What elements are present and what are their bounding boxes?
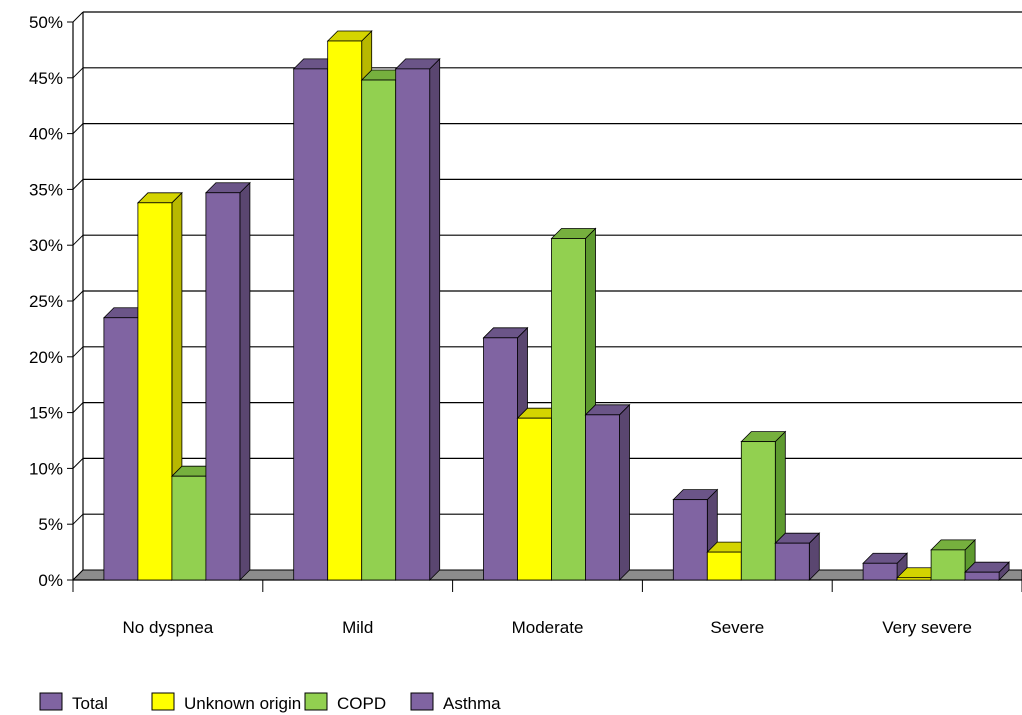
legend-swatch — [304, 692, 328, 711]
gridline-connector — [72, 346, 84, 358]
bar — [482, 326, 529, 581]
bars — [102, 30, 1011, 581]
bar-front — [896, 577, 932, 581]
y-tick-label: 20% — [29, 348, 63, 367]
bar-front — [964, 571, 1000, 581]
y-tick-label: 5% — [38, 515, 63, 534]
x-category-label: Severe — [710, 618, 764, 637]
legend-label: COPD — [337, 694, 386, 713]
bar — [584, 403, 631, 581]
bar — [774, 532, 821, 581]
legend-swatch — [39, 692, 63, 711]
y-tick-label: 45% — [29, 69, 63, 88]
y-tick-label: 40% — [29, 125, 63, 144]
gridline-connector — [72, 11, 84, 23]
bar-front — [361, 79, 397, 581]
bar-front — [293, 68, 329, 581]
bar-front — [517, 417, 552, 581]
bar-front — [395, 68, 431, 581]
bar-side — [429, 57, 441, 581]
y-tick-label: 50% — [29, 13, 63, 32]
legend-swatch — [410, 692, 434, 711]
legend-item: COPD — [304, 692, 386, 713]
legend-item: Asthma — [410, 692, 501, 713]
bar-front — [862, 562, 898, 581]
legend-label: Unknown origin — [184, 694, 301, 713]
bar-side — [239, 181, 251, 581]
bar-front — [551, 238, 586, 581]
x-category-label: No dyspnea — [123, 618, 214, 637]
gridline-connector — [72, 179, 84, 190]
bar-front — [103, 317, 139, 581]
legend: Total Unknown origin COPD Asthma — [39, 692, 501, 713]
x-category-label: Moderate — [512, 618, 584, 637]
legend-label: Asthma — [443, 694, 501, 713]
y-tick-label: 35% — [29, 180, 63, 199]
y-tick-labels: 0% 5% 10% 15% 20% 25% 30% 35% 40% 45% 50% — [29, 13, 63, 590]
y-tick-label: 25% — [29, 292, 63, 311]
legend-swatch — [151, 692, 175, 711]
y-tick-label: 0% — [38, 571, 63, 590]
bar-front — [483, 337, 518, 581]
x-category-label: Very severe — [882, 618, 972, 637]
bar-front — [327, 40, 363, 581]
gridline-connector — [72, 234, 84, 246]
bar — [204, 181, 251, 581]
x-category-labels: No dyspnea Mild Moderate Severe Very severe — [123, 618, 972, 637]
bar — [862, 552, 909, 581]
bar-side — [619, 403, 630, 581]
x-category-label: Mild — [342, 618, 373, 637]
gridline-connector — [72, 123, 84, 134]
y-tick-label: 15% — [29, 404, 63, 423]
bar-front — [774, 542, 810, 581]
bar-front — [706, 551, 742, 581]
y-tick-label: 30% — [29, 236, 63, 255]
bar-front — [585, 414, 620, 581]
bar-front — [205, 192, 241, 581]
legend-item: Total — [39, 692, 108, 713]
legend-item: Unknown origin — [151, 692, 301, 713]
legend-label: Total — [72, 694, 108, 713]
bar-front — [740, 441, 776, 581]
bar — [394, 57, 441, 581]
y-tick-label: 10% — [29, 459, 63, 478]
bar — [964, 561, 1011, 581]
gridline-connector — [72, 458, 84, 469]
gridline-connector — [72, 67, 84, 79]
bar-front — [137, 202, 173, 581]
gridline-connector — [72, 290, 84, 302]
bar-front — [171, 475, 207, 581]
bar-front — [930, 549, 966, 581]
gridline-connector — [72, 513, 84, 525]
gridline-connector — [72, 402, 84, 413]
bar-front — [672, 499, 708, 581]
